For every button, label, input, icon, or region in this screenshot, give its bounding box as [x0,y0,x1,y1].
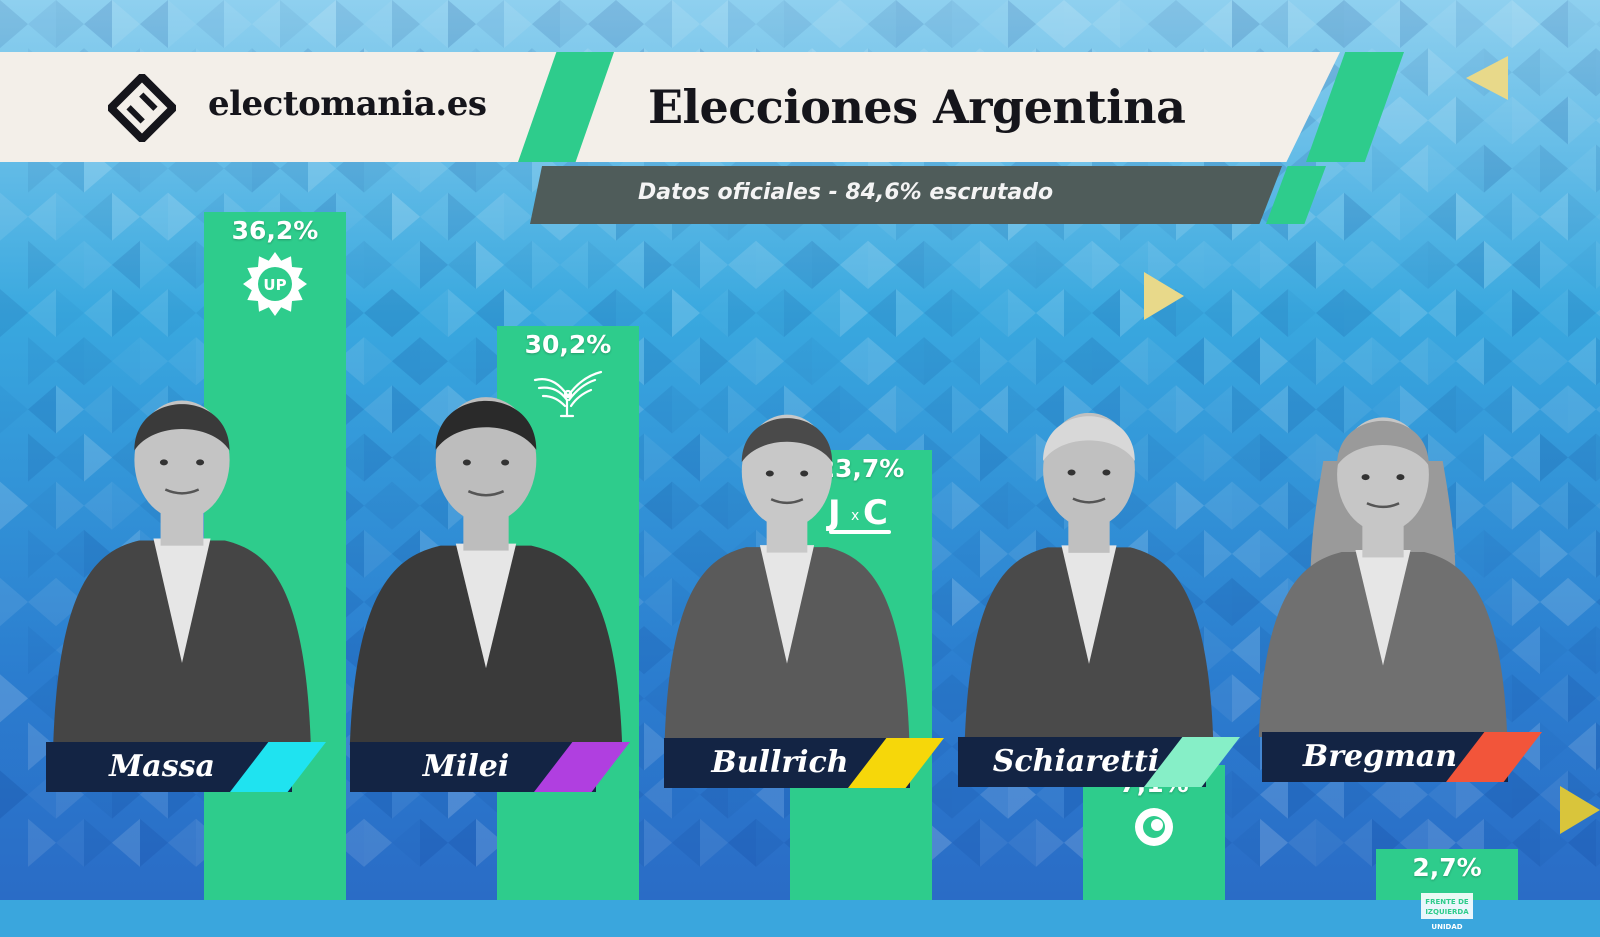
portrait-bullrich [654,386,920,745]
name-plate-schiaretti: Schiaretti [958,737,1246,787]
page-title: Elecciones Argentina [648,80,1186,134]
value-label-bregman: 2,7% [1412,852,1482,882]
candidate-name-schiaretti: Schiaretti [992,744,1160,779]
decorative-triangle [1560,786,1600,834]
eagle-logo-icon [531,366,605,428]
portrait-massa [42,370,322,749]
name-plate-bullrich: Bullrich [664,738,950,788]
candidate-name-massa: Massa [109,749,215,784]
svg-text:x: x [851,508,859,524]
subtitle-bar [530,166,1282,224]
svg-text:UNIDAD: UNIDAD [1431,923,1462,931]
svg-text:J: J [826,493,841,533]
candidate-name-plates: Massa Milei Bullrich Schiaretti Bregman [46,732,1548,792]
decorative-triangle [1144,272,1184,320]
portrait-bregman [1248,392,1518,741]
hacemos-circle-logo-icon [1132,805,1176,853]
subtitle-text: Datos oficiales - 84,6% escrutado [638,180,1054,205]
portrait-schiaretti [954,385,1224,744]
candidate-name-bregman: Bregman [1302,739,1458,774]
site-name: electomania.es [208,84,487,124]
name-plate-massa: Massa [46,742,332,792]
up-starburst-logo-icon: UP [243,252,307,320]
portrait-milei [338,370,634,749]
svg-text:IZQUIERDA: IZQUIERDA [1425,908,1469,916]
value-label-milei: 30,2% [524,330,612,360]
candidate-name-bullrich: Bullrich [711,745,849,780]
candidate-portraits [42,370,1518,749]
bar-bregman [1376,848,1518,900]
electomania-logo-icon [108,74,176,142]
svg-text:C: C [863,493,888,533]
header-banner [0,52,1340,162]
svg-text:UP: UP [263,276,286,294]
candidate-name-milei: Milei [422,749,510,784]
decorative-triangle [1466,56,1508,100]
name-plate-bregman: Bregman [1262,732,1548,782]
name-plate-milei: Milei [350,742,636,792]
value-label-massa: 36,2% [231,216,319,246]
